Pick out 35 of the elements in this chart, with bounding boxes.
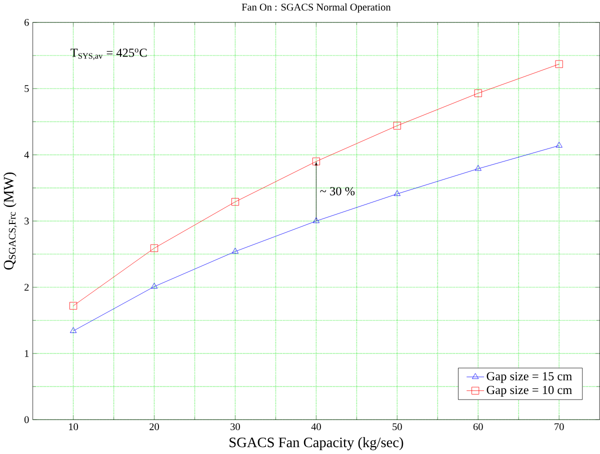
x-tick-label: 30 bbox=[230, 423, 240, 430]
point bbox=[556, 142, 562, 148]
y-axis-title: Q$_{SGACS,Frc}$ (MW) bbox=[3, 172, 18, 270]
point bbox=[232, 248, 239, 254]
y-tick-label: 5 bbox=[24, 85, 29, 92]
point bbox=[393, 122, 401, 130]
y-tick-label: 6 bbox=[24, 19, 29, 26]
point bbox=[150, 283, 158, 289]
chart-title: Fan On : SGACS Normal Operation bbox=[242, 4, 391, 13]
x-tick-label: 40 bbox=[311, 423, 321, 430]
x-tick-label: 20 bbox=[150, 423, 159, 430]
x-tick-label: 70 bbox=[554, 423, 564, 430]
annotation: ~ 30 % bbox=[320, 187, 355, 196]
point bbox=[474, 90, 482, 98]
point bbox=[394, 190, 400, 196]
x-tick-label: 60 bbox=[473, 423, 483, 430]
point bbox=[555, 60, 563, 68]
point bbox=[231, 198, 240, 206]
point bbox=[150, 244, 158, 252]
y-tick-label: 0 bbox=[24, 416, 29, 424]
point bbox=[312, 158, 320, 166]
point bbox=[312, 217, 320, 224]
point bbox=[70, 327, 77, 334]
x-axis-title: SGACS Fan Capacity (kg/sec) bbox=[230, 437, 404, 450]
x-tick-label: 50 bbox=[392, 423, 402, 430]
y-tick-label: 2 bbox=[24, 284, 29, 291]
x-tick-label: 10 bbox=[69, 423, 78, 430]
y-tick-label: 3 bbox=[24, 218, 29, 225]
point bbox=[70, 302, 78, 310]
y-tick-label: 4 bbox=[24, 152, 30, 158]
point bbox=[474, 165, 482, 171]
annotation: T$_{SYS,av}$ = 425$^{o}$C bbox=[70, 48, 147, 60]
y-tick-label: 1 bbox=[24, 350, 29, 358]
legend-label: Gap size = 10 cm bbox=[486, 386, 572, 397]
legend-label: Gap size = 15 cm bbox=[486, 372, 572, 384]
